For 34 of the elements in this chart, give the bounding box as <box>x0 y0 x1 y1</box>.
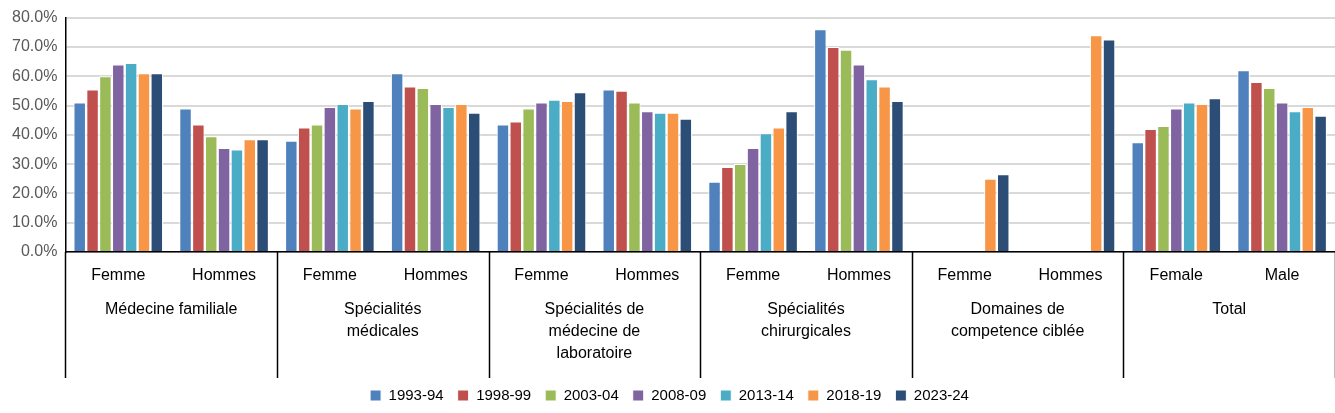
legend-label: 1993-94 <box>388 385 444 403</box>
legend-label: 2013-14 <box>738 385 794 403</box>
text: Total <box>1212 300 1247 318</box>
y-tick-label: 30.0% <box>11 154 58 172</box>
x-tick-label: Hommes <box>615 266 680 284</box>
text: Spécialités chirurgicales <box>761 300 851 340</box>
x-tick-label: Femme <box>514 266 569 284</box>
legend-label: 2008-09 <box>651 385 707 403</box>
x-tick-label: Femme <box>725 266 781 284</box>
x-tick-label: Femme <box>91 266 146 284</box>
x-tick-label: Hommes <box>403 266 468 284</box>
text: Spécialités de médecine de laboratoire <box>544 300 645 362</box>
x-tick-label: Hommes <box>192 266 257 284</box>
y-tick-label: 70.0% <box>11 37 58 55</box>
legend-label: 2003-04 <box>563 385 619 403</box>
text: Domaines de competence ciblée <box>950 300 1085 340</box>
y-tick-label: 80.0% <box>11 8 58 26</box>
y-tick-label: 40.0% <box>11 125 58 143</box>
x-tick-label: Femme <box>937 266 992 284</box>
x-tick-label: Hommes <box>826 266 891 284</box>
x-tick-label: Male <box>1264 266 1300 284</box>
legend-label: 2018-19 <box>826 385 882 403</box>
y-tick-label: 60.0% <box>11 66 58 84</box>
x-tick-label: Hommes <box>1038 266 1103 284</box>
y-tick-label: 20.0% <box>11 183 58 201</box>
legend-label: 2023-24 <box>913 385 969 403</box>
text: Spécialités médicales <box>344 300 422 340</box>
y-tick-label: 10.0% <box>11 213 58 231</box>
x-tick-label: Femme <box>302 266 358 284</box>
text: Médecine familiale <box>104 300 238 318</box>
x-tick-label: Female <box>1149 266 1204 284</box>
y-tick-label: 0.0% <box>20 242 58 260</box>
legend-label: 1998-99 <box>476 385 532 403</box>
y-tick-label: 50.0% <box>11 95 58 113</box>
